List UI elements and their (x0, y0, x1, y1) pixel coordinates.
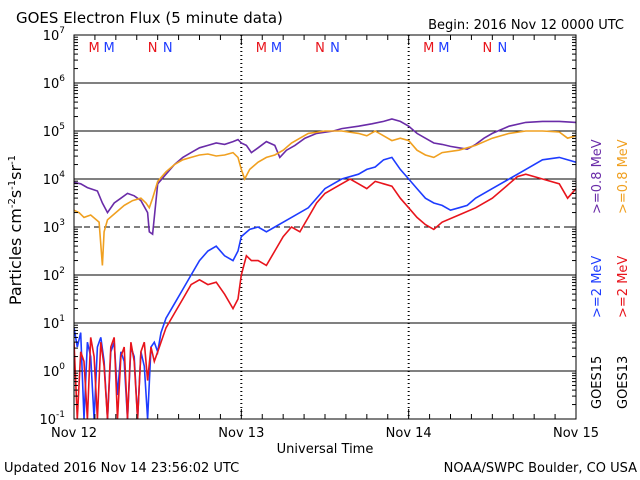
y-tick-base: 10 (43, 365, 60, 380)
marker-n: N (148, 41, 158, 56)
marker-m: M (104, 41, 115, 56)
y-tick-base: 10 (43, 173, 60, 188)
y-tick-exponent: 5 (59, 122, 65, 132)
series-line-goes13-2-mev (74, 173, 576, 419)
y-axis-label-exp-cm: -2 (7, 198, 18, 208)
legend-satellite-label: GOES15 (590, 356, 605, 409)
x-tick-label: Nov 13 (218, 426, 264, 441)
y-tick-exponent: 6 (59, 74, 65, 84)
y-axis-label-sr: sr (6, 165, 25, 180)
day-separators (240, 35, 410, 419)
y-tick-label: 101 (43, 314, 65, 332)
y-axis-label-s: s (6, 190, 25, 198)
y-tick-label: 10-1 (39, 410, 65, 428)
y-tick-base: 10 (39, 413, 56, 428)
marker-n: N (482, 41, 492, 56)
y-tick-label: 106 (43, 74, 66, 92)
marker-m: M (271, 41, 282, 56)
series-line-goes15-0-8-mev (74, 118, 576, 236)
y-tick-label: 102 (43, 266, 65, 284)
y-tick-exponent: -1 (56, 410, 65, 420)
x-axis-ticks: Nov 12 Nov 13 Nov 14 Nov 15 (51, 35, 599, 441)
marker-n: N (330, 41, 340, 56)
y-tick-label: 105 (43, 122, 65, 140)
y-tick-base: 10 (43, 77, 60, 92)
updated-timestamp: Updated 2016 Nov 14 23:56:02 UTC (4, 461, 239, 476)
marker-n: N (498, 41, 508, 56)
legend-entry-0-8mev: >=0.8 MeV (616, 139, 631, 214)
y-tick-label: 100 (43, 362, 66, 380)
y-tick-exponent: 0 (59, 362, 65, 372)
y-axis-label-exp-sr: -1 (7, 155, 18, 165)
y-axis-label-exp-s: -1 (7, 180, 18, 190)
series-line-goes15-2-mev (74, 156, 576, 419)
x-tick-label: Nov 12 (51, 426, 97, 441)
marker-m: M (438, 41, 449, 56)
y-tick-label: 104 (43, 170, 66, 188)
credit-label: NOAA/SWPC Boulder, CO USA (444, 461, 637, 476)
y-tick-base: 10 (43, 221, 60, 236)
series-line-goes13-0-8-mev (74, 130, 576, 266)
data-series (74, 118, 576, 419)
y-tick-exponent: 2 (59, 266, 65, 276)
svg-text:Particles cm-2s-1sr-1: Particles cm-2s-1sr-1 (6, 155, 25, 305)
marker-m: M (88, 41, 99, 56)
legend-entry-2mev: >=2 MeV (616, 256, 631, 318)
y-tick-base: 10 (43, 269, 60, 284)
marker-m: M (423, 41, 434, 56)
y-axis-label: Particles cm-2s-1sr-1 (6, 155, 25, 305)
marker-n: N (163, 41, 173, 56)
y-tick-base: 10 (43, 125, 60, 140)
marker-m: M (256, 41, 267, 56)
marker-n: N (315, 41, 325, 56)
y-tick-exponent: 7 (59, 26, 65, 36)
x-axis-label: Universal Time (277, 442, 374, 457)
legend-satellite-label: GOES13 (616, 356, 631, 409)
y-tick-label: 107 (43, 26, 65, 44)
legend: GOES15 >=0.8 MeV >=2 MeV GOES13 >=0.8 MeV >=2… (590, 139, 631, 409)
x-tick-label: Nov 15 (553, 426, 599, 441)
y-tick-exponent: 4 (59, 170, 65, 180)
y-tick-base: 10 (43, 317, 60, 332)
x-tick-label: Nov 14 (386, 426, 432, 441)
legend-entry-0-8mev: >=0.8 MeV (590, 139, 605, 214)
y-tick-exponent: 3 (59, 218, 65, 228)
y-tick-base: 10 (43, 29, 60, 44)
legend-entry-2mev: >=2 MeV (590, 256, 605, 318)
y-tick-label: 103 (43, 218, 65, 236)
begin-date-label: Begin: 2016 Nov 12 0000 UTC (428, 18, 624, 33)
y-tick-exponent: 1 (59, 314, 65, 324)
y-axis-label-main: Particles cm (6, 208, 25, 305)
chart-title: GOES Electron Flux (5 minute data) (16, 9, 283, 27)
